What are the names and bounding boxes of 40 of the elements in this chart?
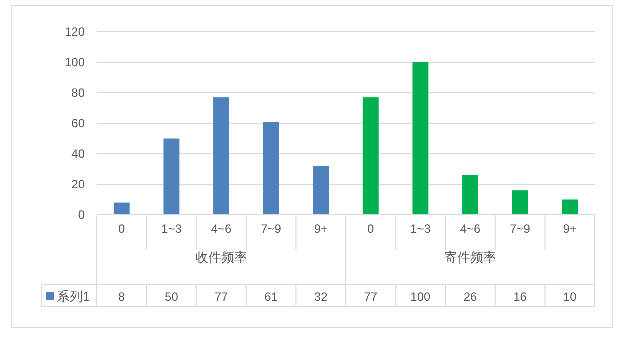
data-label: 8 xyxy=(118,290,126,304)
bar xyxy=(164,138,180,215)
bar xyxy=(362,98,379,215)
x-tick-label: 7~9 xyxy=(510,222,531,236)
bar xyxy=(412,62,429,215)
x-tick-label: 0 xyxy=(368,222,375,236)
x-tick-label: 7~9 xyxy=(261,222,282,236)
y-tick-label: 80 xyxy=(72,86,86,100)
x-tick-label: 1~3 xyxy=(410,222,432,236)
data-label: 77 xyxy=(214,290,228,304)
bar xyxy=(313,166,330,215)
data-label: 61 xyxy=(264,290,278,304)
text: 收件频率 xyxy=(196,250,248,265)
data-label: 16 xyxy=(514,290,528,304)
y-tick-label: 20 xyxy=(72,178,86,192)
bar xyxy=(562,200,578,215)
y-tick-label: 40 xyxy=(72,147,86,161)
y-tick-label: 0 xyxy=(78,208,86,222)
x-tick-label: 9+ xyxy=(314,222,328,236)
x-tick-label: 4~6 xyxy=(460,222,481,236)
bar xyxy=(263,122,280,215)
x-tick-label: 9+ xyxy=(563,222,577,236)
data-label: 77 xyxy=(364,290,378,304)
legend-label: 系列1 xyxy=(57,289,90,304)
y-tick-label: 120 xyxy=(64,25,86,39)
data-label: 32 xyxy=(314,290,328,304)
text: 寄件频率 xyxy=(444,250,496,265)
bar xyxy=(462,175,478,215)
bar xyxy=(512,190,528,215)
x-tick-label: 1~3 xyxy=(162,222,182,236)
x-tick-label: 4~6 xyxy=(211,222,232,236)
data-label: 26 xyxy=(464,290,478,304)
data-label: 100 xyxy=(410,290,432,304)
y-tick-label: 100 xyxy=(64,56,86,70)
x-tick-label: 0 xyxy=(118,222,126,236)
bar xyxy=(214,98,230,215)
y-tick-label: 60 xyxy=(72,116,86,130)
data-label: 50 xyxy=(165,290,179,304)
bar xyxy=(114,202,130,215)
data-label: 10 xyxy=(563,290,578,304)
